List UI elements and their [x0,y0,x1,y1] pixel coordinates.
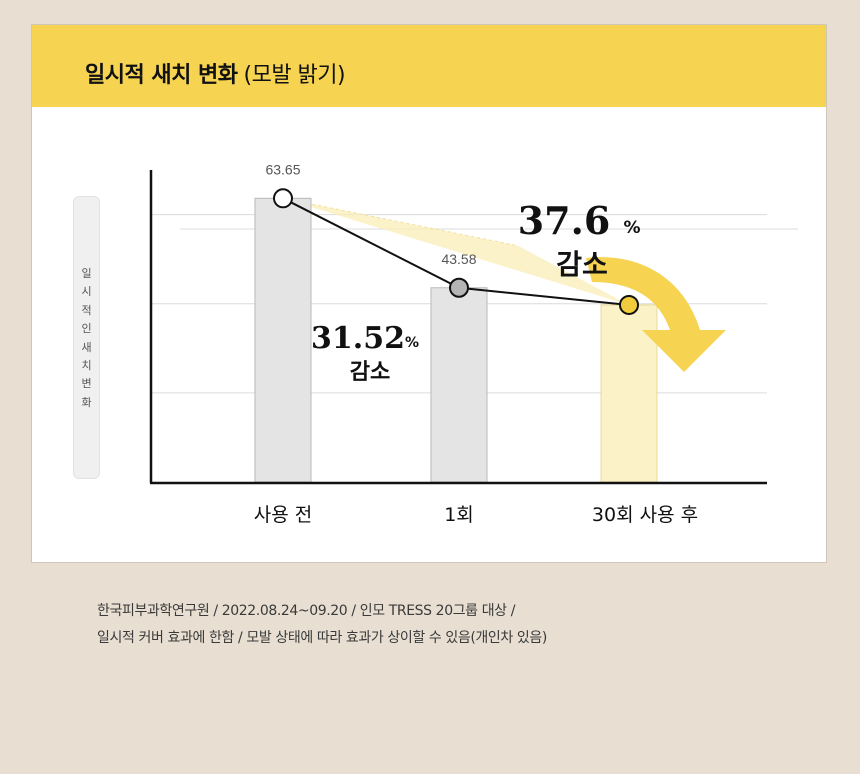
reduction-guide-line [282,197,519,247]
data-label-1: 63.65 [265,161,300,177]
decrease-arrow-icon [586,257,726,372]
chart-title-sub: (모발 밝기) [243,63,346,88]
data-label-2: 43.58 [441,251,476,267]
chart-title-main: 일시적 새치 변화 [85,63,238,88]
footnote-line-1: 한국피부과학연구원 / 2022.08.24~09.20 / 인모 TRESS … [97,603,516,619]
annotation-2-text: 감소 [556,248,608,281]
data-point-3 [619,294,639,315]
x-tick-label-2: 1회 [444,504,474,526]
x-tick-label-3: 30회 사용 후 [592,504,698,526]
x-tick-label-1: 사용 전 [254,504,312,526]
data-point-1 [273,188,293,209]
bar-1 [254,197,312,483]
annotation-2-unit: % [623,218,640,238]
chart-title: 일시적 새치 변화 (모발 밝기) [85,57,346,89]
card-header: 일시적 새치 변화 (모발 밝기) [32,25,826,107]
annotation-1-text: 감소 [350,360,390,385]
data-point-2 [449,277,469,298]
annotation-2-value: 37.6 [518,198,611,243]
footnotes: 한국피부과학연구원 / 2022.08.24~09.20 / 인모 TRESS … [97,598,547,652]
annotation-1-value: 31.52 [311,321,405,356]
bar-3 [600,304,658,483]
footnote-line-2: 일시적 커버 효과에 한함 / 모발 상태에 따라 효과가 상이할 수 있음(개… [97,630,547,646]
reduction-highlight-area [283,198,629,305]
bar-2 [430,287,488,483]
annotation-1-unit: % [405,335,419,351]
